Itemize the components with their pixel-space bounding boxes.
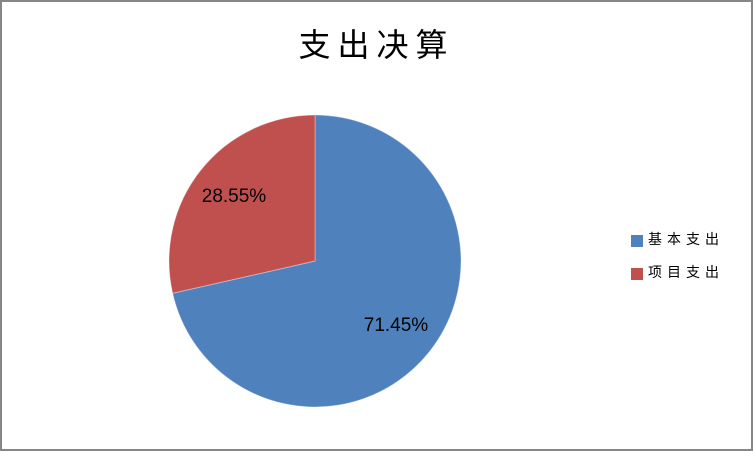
pie-slice-1	[168, 114, 316, 294]
pie-percent-label-1: 28.55%	[202, 186, 267, 207]
legend-swatch-project	[631, 268, 643, 280]
legend: 基本支出 项目支出	[631, 234, 724, 281]
legend-item-project: 项目支出	[631, 267, 724, 281]
legend-swatch-basic	[631, 235, 643, 247]
pie-slice-0	[172, 114, 462, 408]
chart-title: 支出决算	[298, 27, 455, 63]
pie-percent-label-0: 71.45%	[364, 315, 429, 336]
legend-label-project: 项目支出	[648, 266, 724, 281]
legend-label-basic: 基本支出	[648, 233, 724, 248]
legend-item-basic: 基本支出	[631, 234, 724, 248]
